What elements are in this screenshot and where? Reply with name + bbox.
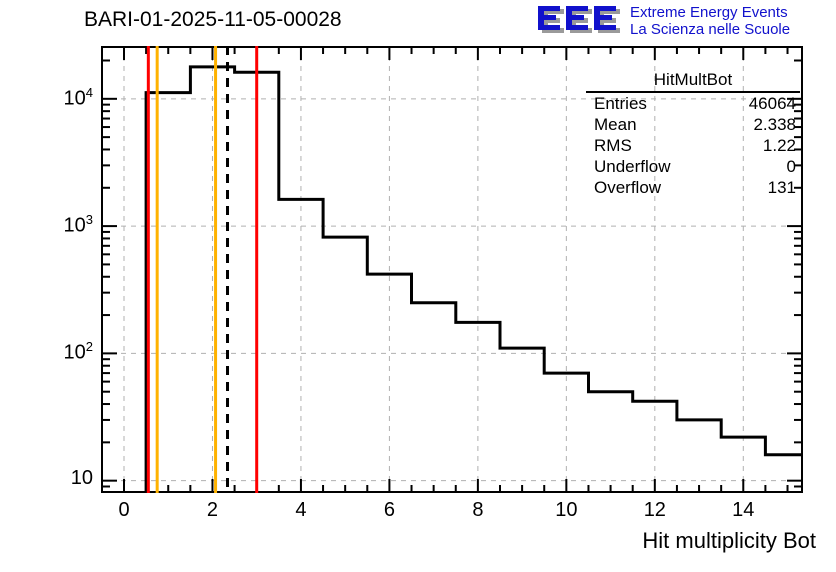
x-axis-tick-label: 8 <box>472 499 484 521</box>
stats-row-label: RMS <box>594 136 632 155</box>
y-axis-tick-label: 10 <box>70 466 93 489</box>
x-axis-tick-label: 12 <box>643 499 666 521</box>
eee-logo: Extreme Energy Events La Scienza nelle S… <box>536 4 832 40</box>
stats-row-value: 46064 <box>748 94 796 113</box>
stats-row-label: Overflow <box>594 178 662 197</box>
stats-row-value: 0 <box>786 157 796 176</box>
x-axis-tick-label: 10 <box>555 499 578 521</box>
plot-area <box>101 46 803 493</box>
stats-row: Mean 2.338 <box>586 114 800 135</box>
stats-row-label: Entries <box>594 94 647 113</box>
stats-row-value: 131 <box>767 178 796 197</box>
x-axis-title: Hit multiplicity Bot <box>642 528 816 553</box>
eee-logo-text: Extreme Energy Events La Scienza nelle S… <box>630 4 790 38</box>
stats-row: Overflow 131 <box>586 177 800 198</box>
stats-box-title: HitMultBot <box>586 70 800 93</box>
stats-row: Entries 46064 <box>586 93 800 114</box>
y-axis-tick-label: 104 <box>63 84 93 110</box>
stats-row-value: 1.22 <box>762 136 796 155</box>
y-axis-tick-label: 103 <box>63 212 93 237</box>
stats-row: RMS 1.22 <box>586 135 800 156</box>
plot-frame <box>101 46 803 493</box>
histogram-outline <box>144 65 803 493</box>
stats-row-value: 2.338 <box>753 115 796 134</box>
x-axis-tick-label: 6 <box>383 499 395 521</box>
page-title: BARI-01-2025-11-05-00028 <box>84 8 342 31</box>
eee-logo-line2: La Scienza nelle Scuole <box>630 21 791 38</box>
eee-logo-mark <box>536 4 624 38</box>
x-axis-tick-label: 0 <box>118 499 130 521</box>
stats-row-label: Underflow <box>594 157 671 176</box>
x-axis-tick-label: 14 <box>732 499 755 521</box>
eee-logo-line1: Extreme Energy Events <box>630 4 788 21</box>
stats-box-rows: Entries 46064 Mean 2.338 RMS 1.22 Underflow 0 Ov… <box>586 93 800 198</box>
x-axis-tick-label: 2 <box>206 499 219 521</box>
stats-box: HitMultBot Entries 46064 Mean 2.338 RMS 1.22 U… <box>586 70 800 198</box>
stats-row: Underflow 0 <box>586 156 800 177</box>
stats-row-label: Mean <box>594 115 637 134</box>
histogram-canvas <box>101 46 803 493</box>
x-axis-tick-label: 4 <box>295 499 307 521</box>
y-axis-tick-label: 102 <box>63 339 93 365</box>
